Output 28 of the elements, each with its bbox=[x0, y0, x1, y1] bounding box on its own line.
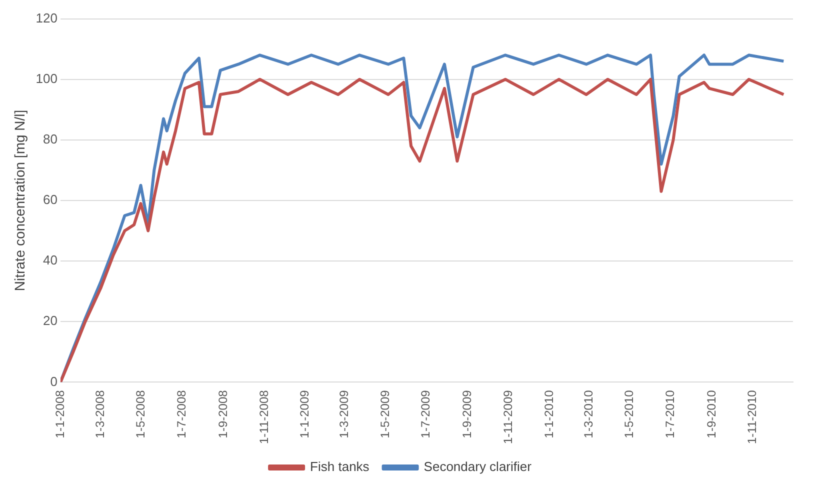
x-tick-label: 1-9-2010 bbox=[704, 390, 718, 438]
x-tick-label: 1-11-2010 bbox=[745, 390, 760, 444]
x-tick-label: 1-11-2009 bbox=[501, 390, 516, 444]
y-axis-title: Nitrate concentration [mg N/l] bbox=[11, 110, 28, 292]
x-tick-label: 1-1-2009 bbox=[298, 390, 312, 438]
y-tick-label: 60 bbox=[43, 192, 58, 208]
x-tick-label: 1-3-2009 bbox=[337, 390, 352, 438]
legend-label: Fish tanks bbox=[310, 459, 370, 474]
x-tick-label: 1-7-2008 bbox=[174, 390, 189, 438]
y-tick-label: 80 bbox=[43, 132, 58, 147]
x-tick-label: 1-1-2010 bbox=[542, 390, 556, 438]
legend-label: Secondary clarifier bbox=[424, 459, 532, 474]
x-tick-label: 1-3-2010 bbox=[581, 390, 596, 438]
x-tick-label: 1-1-2008 bbox=[52, 390, 67, 438]
x-tick-label: 1-5-2008 bbox=[134, 390, 148, 438]
x-tick-label: 1-7-2009 bbox=[418, 390, 433, 438]
y-tick-label: 100 bbox=[36, 70, 58, 86]
y-tick-label: 40 bbox=[43, 252, 58, 268]
y-tick-label: 0 bbox=[50, 374, 58, 389]
y-tick-label: 120 bbox=[36, 10, 58, 26]
y-tick-label: 20 bbox=[43, 313, 58, 328]
x-tick-label: 1-5-2009 bbox=[378, 390, 392, 438]
x-tick-label: 1-5-2010 bbox=[622, 390, 636, 438]
x-tick-label: 1-7-2010 bbox=[662, 390, 677, 438]
x-tick-label: 1-11-2008 bbox=[256, 390, 271, 444]
x-tick-label: 1-3-2008 bbox=[92, 390, 107, 438]
x-tick-label: 1-9-2008 bbox=[216, 390, 230, 438]
x-tick-label: 1-9-2009 bbox=[460, 390, 474, 438]
